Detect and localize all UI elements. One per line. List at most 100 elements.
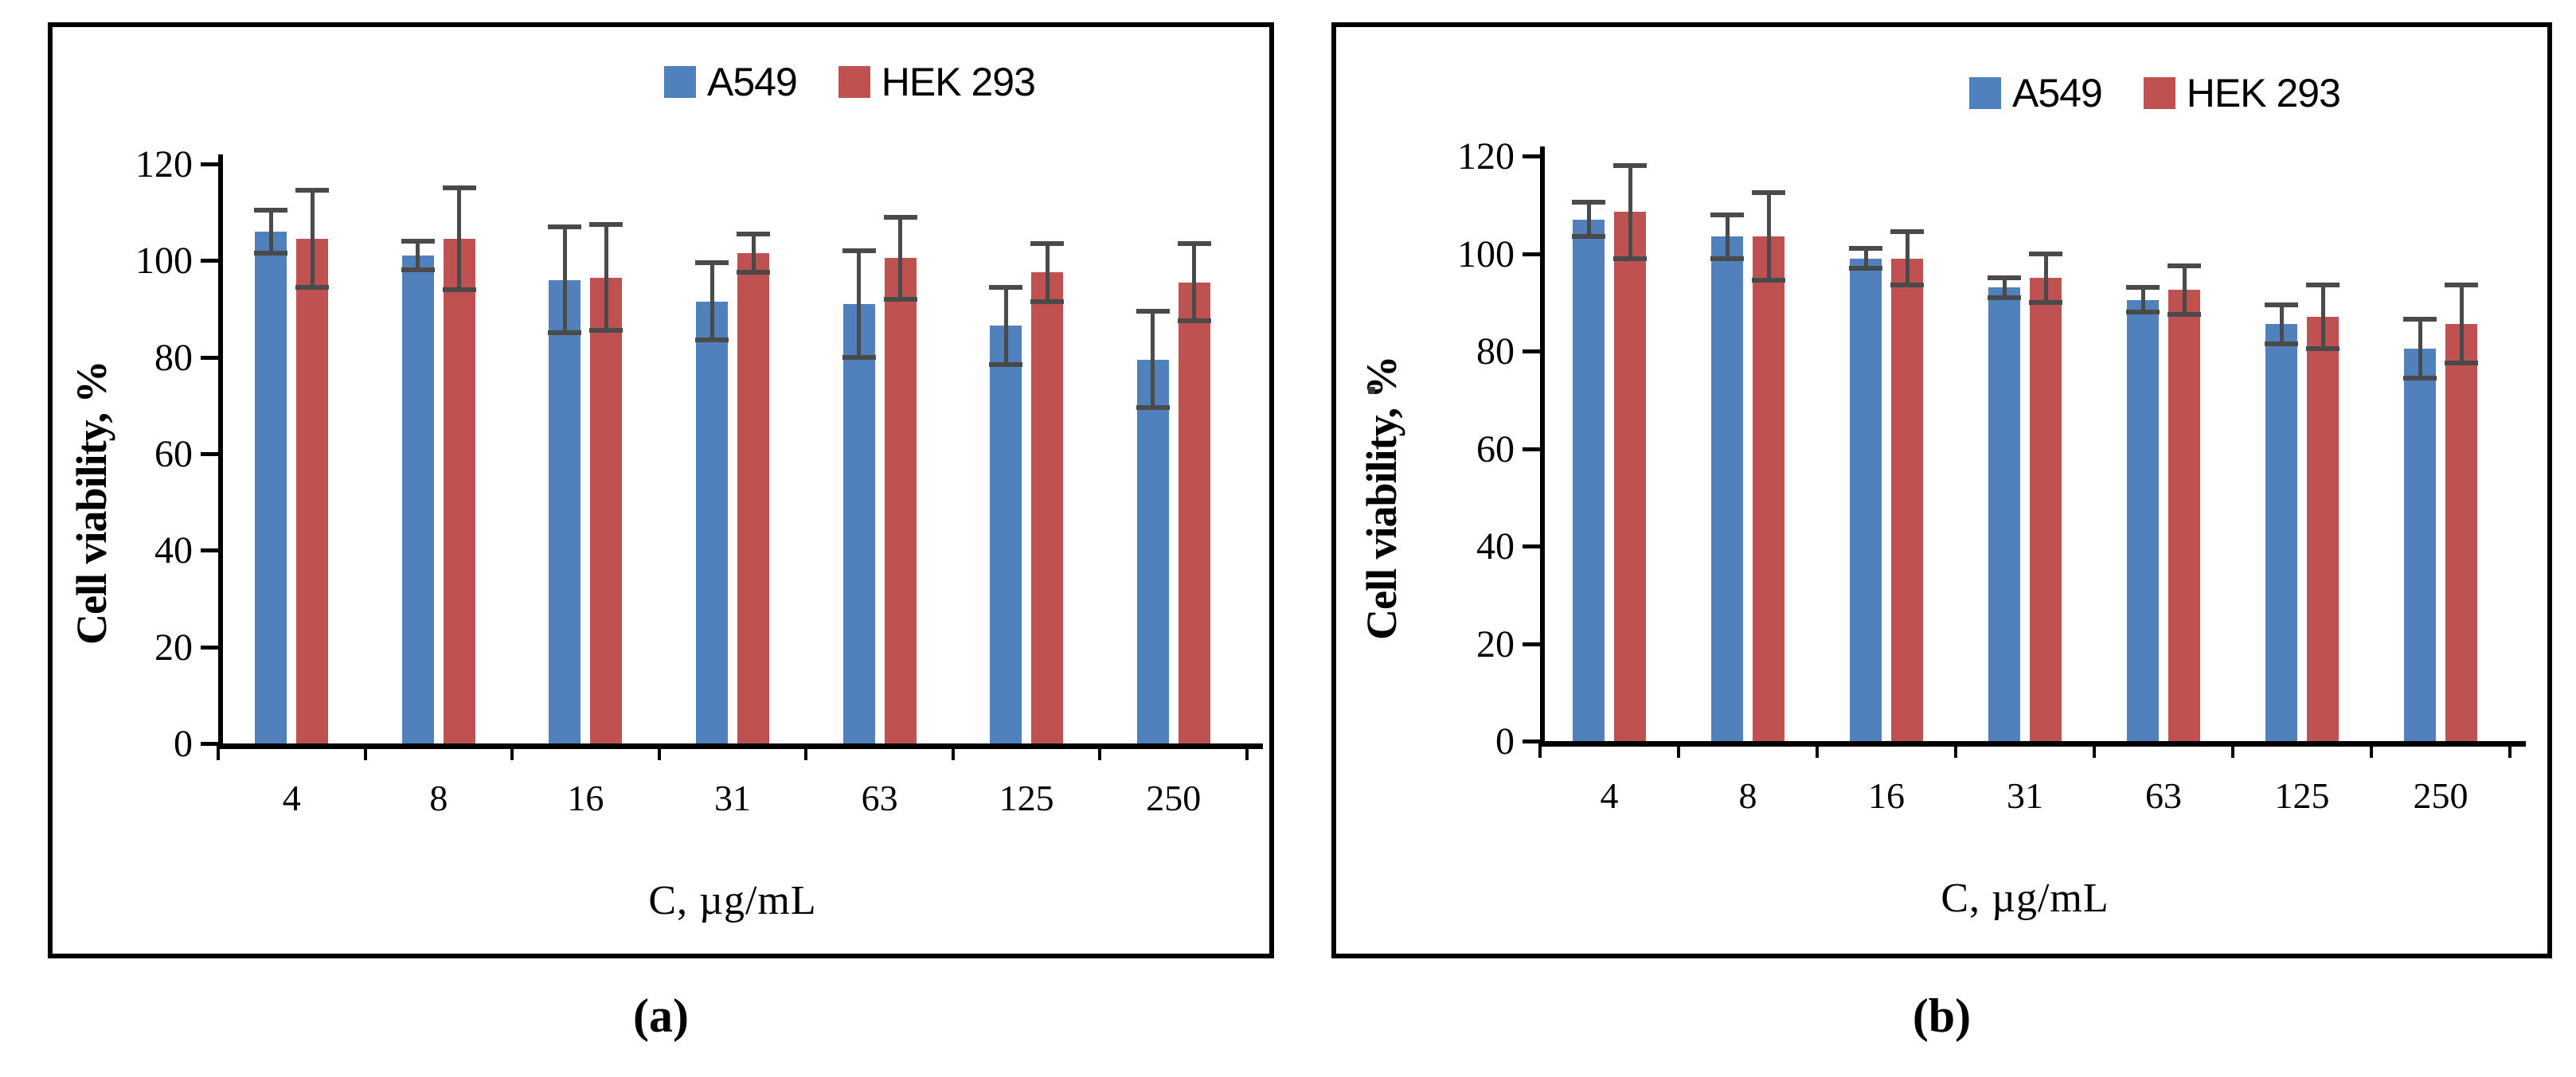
error-bar-cap-top (1890, 228, 1924, 234)
legend-swatch-icon (2143, 77, 2175, 109)
error-bar-cap-bottom (2126, 310, 2160, 314)
error-bar-cap-top (842, 248, 876, 254)
error-bar (457, 188, 462, 290)
y-tick-mark (1523, 349, 1540, 353)
error-bar (1766, 192, 1771, 281)
y-axis-line (218, 154, 223, 745)
error-bar-cap-bottom (1177, 318, 1211, 324)
panel-caption-b: (b) (1912, 989, 1972, 1042)
x-category-label: 16 (1868, 775, 1905, 816)
x-category-label: 4 (282, 778, 301, 818)
error-bar-cap-top (1030, 241, 1065, 247)
error-bar (2418, 319, 2422, 378)
error-bar (2459, 285, 2464, 364)
legend: A549 HEK 293 (664, 59, 1036, 105)
error-bar-cap-top (2029, 251, 2062, 256)
x-category-label: 31 (2007, 775, 2043, 816)
y-tick-mark (201, 162, 218, 166)
error-bar-cap-bottom (2306, 345, 2340, 351)
error-bar (1003, 287, 1008, 365)
x-category-label: 4 (1600, 775, 1619, 816)
bar-a549-16 (1850, 258, 1882, 741)
x-category-label: 63 (861, 778, 898, 818)
error-bar-cap-bottom (1988, 295, 2021, 300)
x-category-label: 125 (999, 778, 1054, 818)
error-bar-cap-top (1710, 212, 1744, 217)
y-tick-label: 100 (135, 240, 193, 283)
legend-item-hek-293: HEK 293 (838, 59, 1036, 105)
error-bar-cap-top (1849, 246, 1882, 252)
x-category-label: 31 (713, 778, 751, 818)
y-tick-mark (1523, 739, 1540, 743)
y-axis-line (1540, 146, 1545, 743)
error-bar-cap-top (442, 185, 476, 191)
y-axis-title: Cell viability, % (1358, 356, 1405, 640)
bar-a549-8 (401, 256, 434, 743)
bar-hek-293-31 (2030, 278, 2062, 741)
error-bar-cap-top (295, 188, 330, 193)
bar-a549-31 (1988, 287, 2020, 741)
x-tick-mark (1816, 747, 1819, 758)
x-tick-mark (951, 749, 955, 760)
bar-hek-293-16 (590, 277, 623, 743)
x-category-label: 8 (429, 778, 448, 818)
bar-hek-293-8 (443, 239, 475, 743)
x-tick-mark (657, 749, 661, 760)
error-bar-cap-bottom (737, 270, 770, 275)
error-bar-cap-bottom (1613, 256, 1647, 261)
error-bar (310, 190, 315, 287)
x-axis-line (217, 743, 1263, 749)
chart-panel-a: A549 HEK 293 0 20 40 60 80 100 120 4 8 16 31 63 125 250… (48, 22, 1274, 958)
y-tick-label: 0 (174, 723, 193, 765)
legend-label: HEK 293 (2186, 71, 2341, 115)
bar-a549-8 (1711, 236, 1743, 741)
x-tick-mark (1098, 749, 1102, 760)
bar-hek-293-63 (2168, 290, 2200, 741)
y-tick-label: 0 (1495, 720, 1515, 763)
error-bar (2182, 265, 2187, 315)
error-bar-cap-bottom (548, 330, 582, 336)
error-bar-cap-bottom (695, 338, 729, 343)
legend-item-a549: A549 (1969, 70, 2103, 116)
bar-hek-293-8 (1753, 236, 1784, 741)
error-bar (2002, 278, 2007, 298)
bar-hek-293-250 (1178, 282, 1210, 743)
x-tick-mark (1954, 747, 1957, 758)
y-tick-label: 80 (1476, 330, 1515, 373)
legend-swatch-icon (664, 66, 696, 98)
y-tick-label: 100 (1457, 232, 1515, 275)
bar-hek-293-31 (737, 253, 769, 743)
bar-hek-293-4 (296, 239, 329, 743)
y-tick-label: 120 (135, 142, 193, 185)
x-category-label: 63 (2145, 775, 2182, 816)
error-bar-cap-bottom (589, 328, 623, 334)
error-bar-cap-top (695, 260, 729, 266)
error-bar (562, 226, 567, 334)
bar-a549-125 (2265, 324, 2297, 741)
error-bar-cap-bottom (295, 284, 330, 290)
x-axis-line (1538, 741, 2526, 747)
error-bar-cap-bottom (1572, 234, 1605, 240)
x-tick-mark (510, 749, 514, 760)
error-bar (1905, 231, 1910, 286)
error-bar-cap-top (589, 221, 623, 227)
error-bar (1192, 244, 1197, 322)
error-bar-cap-top (1136, 309, 1170, 314)
y-tick-mark (201, 259, 218, 263)
error-bar (1725, 214, 1730, 259)
x-category-label: 125 (2274, 775, 2330, 816)
error-bar-cap-bottom (254, 251, 288, 256)
error-bar (857, 251, 862, 357)
legend-swatch-icon (1969, 77, 2001, 109)
error-bar-cap-bottom (1710, 256, 1744, 261)
x-axis-title: C, µg/mL (648, 878, 817, 923)
error-bar-cap-top (1572, 200, 1605, 205)
x-tick-mark (2370, 747, 2373, 758)
legend-label: A549 (707, 60, 798, 104)
x-tick-mark (1245, 749, 1249, 760)
error-bar-cap-bottom (2265, 341, 2298, 346)
x-category-label: 16 (567, 778, 604, 818)
bar-hek-293-16 (1891, 258, 1923, 741)
bar-hek-293-4 (1614, 212, 1646, 741)
